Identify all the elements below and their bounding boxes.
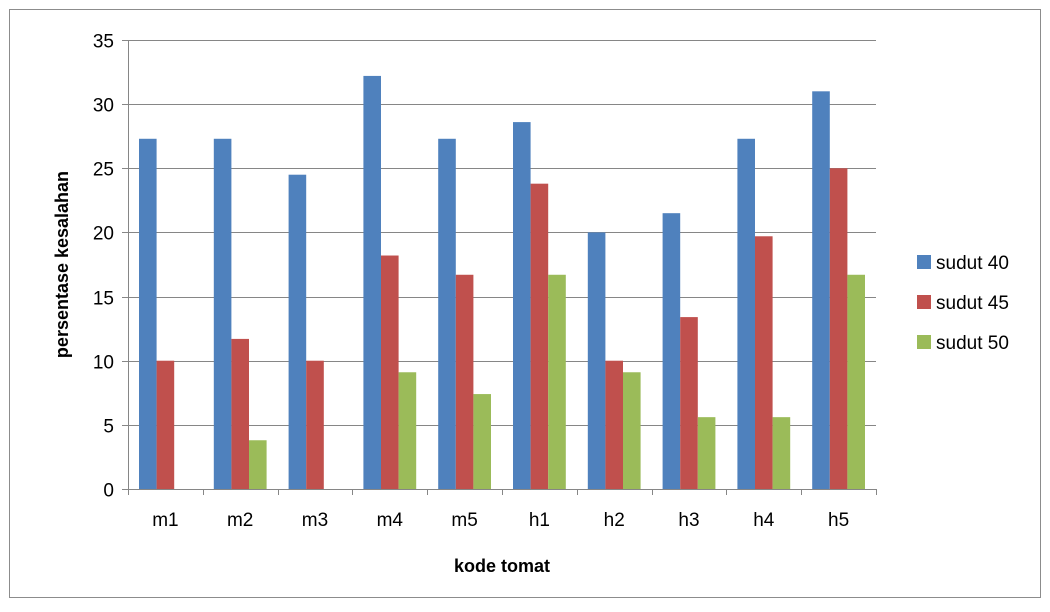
bar-h3-series-2 [680,317,698,489]
bar-m5-series-1 [438,138,456,489]
legend-label: sudut 50 [936,333,1009,354]
bar-h4-series-3 [772,417,791,489]
legend-swatch [917,295,931,309]
bar-m2-series-3 [249,440,267,489]
bar-h5-series-1 [812,91,830,490]
x-tick-label: m1 [152,510,178,531]
y-axis-title: persentase kesalahan [52,171,72,358]
bars [139,75,865,490]
bar-h4-series-1 [737,138,755,489]
x-tick-label: h5 [828,510,849,531]
bar-m5-series-3 [473,394,491,489]
legend: sudut 40 sudut 45 sudut 50 [917,253,1009,354]
x-tick-label: h2 [604,510,625,531]
y-tick-label: 15 [93,289,114,310]
bar-h2-series-3 [623,372,641,489]
bar-h1-series-2 [530,183,549,489]
bar-h2-series-2 [605,360,623,489]
bar-m1-series-2 [156,360,175,489]
y-axis-tick-labels: 0 5 10 15 20 25 30 35 [93,32,114,502]
bar-h4-series-2 [755,236,773,489]
x-tick-label: m3 [302,510,328,531]
bar-m4-series-2 [381,255,399,489]
y-tick-label: 35 [93,32,114,53]
x-tick-label: h4 [753,510,775,531]
bar-m3-series-2 [306,360,324,489]
bar-h1-series-3 [548,274,566,489]
bar-h5-series-2 [829,168,848,490]
bar-m1-series-1 [139,138,157,489]
bar-m5-series-2 [455,274,474,489]
x-tick-label: m5 [451,510,477,531]
y-tick-label: 25 [93,160,114,181]
legend-swatch [917,255,931,269]
bar-m4-series-3 [398,372,417,489]
bar-m2-series-1 [213,138,232,489]
bar-h1-series-1 [513,122,531,490]
bar-h2-series-1 [587,232,606,489]
bar-m2-series-2 [231,338,249,489]
x-tick-label: m4 [377,510,404,531]
y-tick-label: 30 [93,96,114,117]
bar-h5-series-3 [847,274,865,489]
y-tick-label: 20 [93,224,114,245]
y-tick-label: 10 [93,353,114,374]
bar-m3-series-1 [288,174,307,489]
x-tick-label: h1 [529,510,550,531]
bar-m4-series-1 [363,75,381,490]
x-axis-title: kode tomat [454,556,550,576]
y-tick-label: 5 [103,417,114,438]
legend-label: sudut 45 [936,293,1009,314]
x-tick-label: m2 [227,510,253,531]
bar-h3-series-3 [697,417,716,489]
x-tick-label: h3 [678,510,699,531]
y-tick-label: 0 [103,481,114,502]
legend-swatch [917,335,931,349]
bar-h3-series-1 [662,213,681,489]
legend-label: sudut 40 [936,253,1009,274]
x-axis-tick-labels: m1 m2 m3 m4 m5 h1 h2 h3 h4 h5 [128,489,877,531]
